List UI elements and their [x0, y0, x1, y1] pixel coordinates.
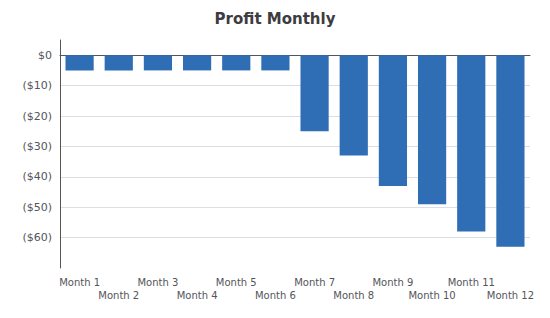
svg-text:Month 5: Month 5: [216, 277, 257, 288]
svg-text:Month 9: Month 9: [372, 277, 413, 288]
svg-text:Month 3: Month 3: [137, 277, 178, 288]
svg-text:$0: $0: [38, 49, 52, 62]
svg-text:Month 8: Month 8: [333, 290, 374, 301]
svg-text:($20): ($20): [22, 110, 52, 123]
svg-text:($10): ($10): [22, 79, 52, 92]
svg-text:Month 2: Month 2: [98, 290, 139, 301]
svg-text:Month 4: Month 4: [177, 290, 218, 301]
svg-text:($30): ($30): [22, 140, 52, 153]
svg-text:Month 1: Month 1: [59, 277, 100, 288]
svg-text:Month 7: Month 7: [294, 277, 335, 288]
svg-text:($50): ($50): [22, 201, 52, 214]
svg-text:Month 12: Month 12: [487, 290, 534, 301]
svg-text:Month 6: Month 6: [255, 290, 296, 301]
svg-text:Profit Monthly: Profit Monthly: [215, 10, 336, 28]
svg-text:Month 10: Month 10: [408, 290, 455, 301]
svg-text:($60): ($60): [22, 231, 52, 244]
svg-text:Month 11: Month 11: [448, 277, 495, 288]
svg-text:($40): ($40): [22, 170, 52, 183]
